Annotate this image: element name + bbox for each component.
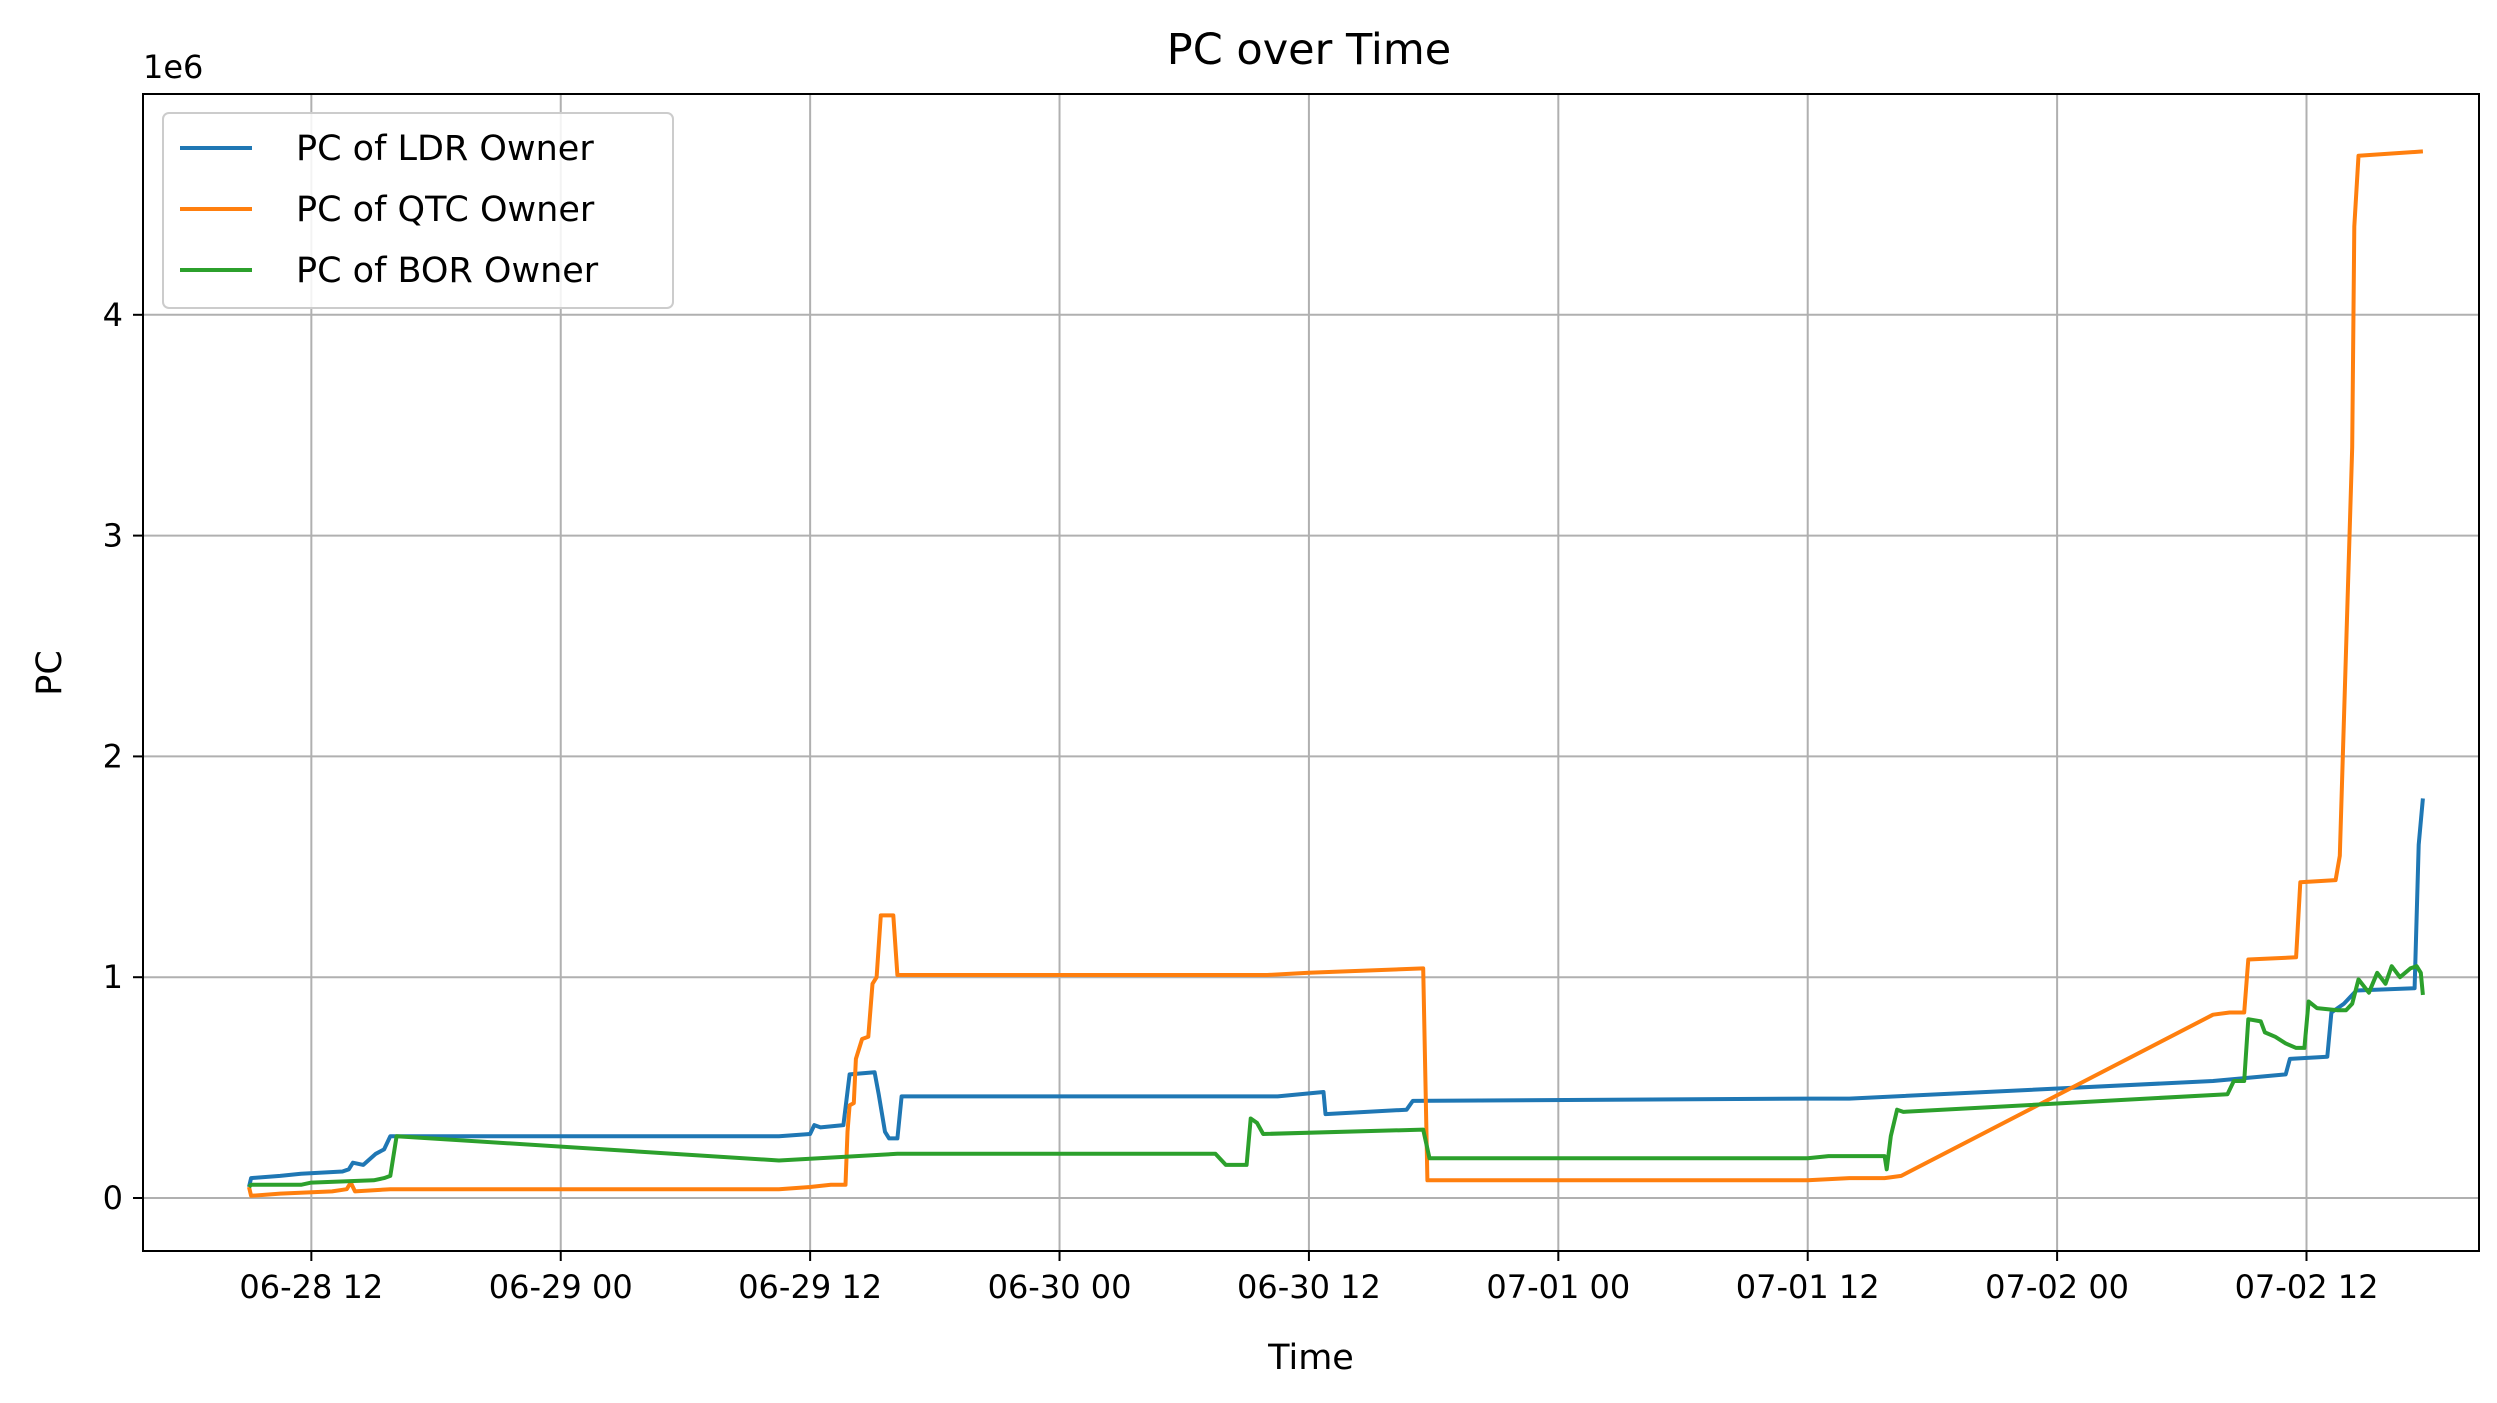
y-axis-label: PC	[30, 650, 70, 696]
y-tick-label: 4	[103, 296, 123, 334]
x-tick-label: 06-30 12	[1237, 1268, 1381, 1306]
x-tick-label: 06-28 12	[239, 1268, 383, 1306]
series-line-qtc	[247, 149, 2424, 1198]
y-tick-label: 3	[103, 517, 123, 555]
legend-frame	[162, 112, 674, 309]
y-axis-ticks: 0 1 2 3 4	[103, 296, 143, 1217]
y-offset-label: 1e6	[143, 48, 203, 86]
y-tick-label: 1	[103, 958, 123, 996]
series-line-bor	[247, 964, 2425, 1189]
legend-label-qtc: PC of QTC Owner	[296, 190, 595, 230]
grid-lines	[143, 94, 2479, 1251]
x-tick-label: 06-29 12	[738, 1268, 882, 1306]
legend-label-ldr: PC of LDR Owner	[296, 129, 594, 169]
series-lines	[247, 149, 2425, 1198]
x-tick-label: 06-29 00	[489, 1268, 633, 1306]
legend-label-bor: PC of BOR Owner	[296, 251, 599, 291]
y-tick-label: 2	[103, 737, 123, 775]
x-axis-ticks: 06-28 12 06-29 00 06-29 12 06-30 00 06-30 12…	[239, 1251, 2378, 1306]
series-line-ldr	[247, 798, 2425, 1188]
x-tick-label: 07-02 00	[1985, 1268, 2129, 1306]
x-axis-label: Time	[1267, 1338, 1354, 1378]
x-tick-label: 07-01 12	[1736, 1268, 1880, 1306]
x-tick-label: 07-01 00	[1486, 1268, 1630, 1306]
plot-frame	[142, 93, 2480, 1252]
legend: PC of LDR Owner PC of QTC Owner PC of BO…	[162, 112, 674, 309]
y-tick-label: 0	[103, 1179, 123, 1217]
chart-title: PC over Time	[1167, 25, 1451, 75]
x-tick-label: 06-30 00	[988, 1268, 1132, 1306]
x-tick-label: 07-02 12	[2235, 1268, 2379, 1306]
